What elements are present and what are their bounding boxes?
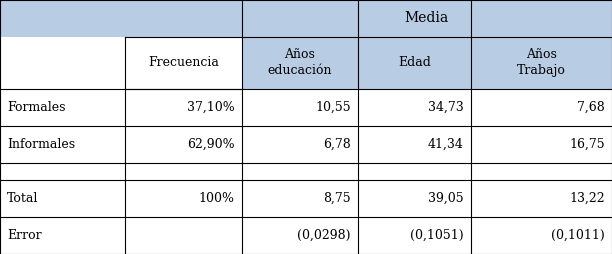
Text: 62,90%: 62,90% [187, 138, 234, 151]
Text: 37,10%: 37,10% [187, 101, 234, 114]
Text: Error: Error [7, 229, 42, 242]
Text: 13,22: 13,22 [569, 192, 605, 205]
Text: (0,1051): (0,1051) [410, 229, 464, 242]
Text: 100%: 100% [198, 192, 234, 205]
Text: 6,78: 6,78 [323, 138, 351, 151]
Bar [0, 0, 612, 37]
Text: 8,75: 8,75 [323, 192, 351, 205]
Text: Total: Total [7, 192, 39, 205]
Text: 39,05: 39,05 [428, 192, 464, 205]
Text: 41,34: 41,34 [428, 138, 464, 151]
Text: (0,1011): (0,1011) [551, 229, 605, 242]
Text: 34,73: 34,73 [428, 101, 464, 114]
Text: 10,55: 10,55 [315, 101, 351, 114]
Text: Informales: Informales [7, 138, 75, 151]
Text: 16,75: 16,75 [569, 138, 605, 151]
Text: Años
Trabajo: Años Trabajo [517, 48, 566, 77]
Text: (0,0298): (0,0298) [297, 229, 351, 242]
Text: Media: Media [405, 11, 449, 25]
Text: Edad: Edad [398, 56, 431, 69]
Bar [242, 37, 612, 89]
Text: Formales: Formales [7, 101, 66, 114]
Text: Años
educación: Años educación [267, 48, 332, 77]
Text: 7,68: 7,68 [577, 101, 605, 114]
Text: Frecuencia: Frecuencia [148, 56, 219, 69]
